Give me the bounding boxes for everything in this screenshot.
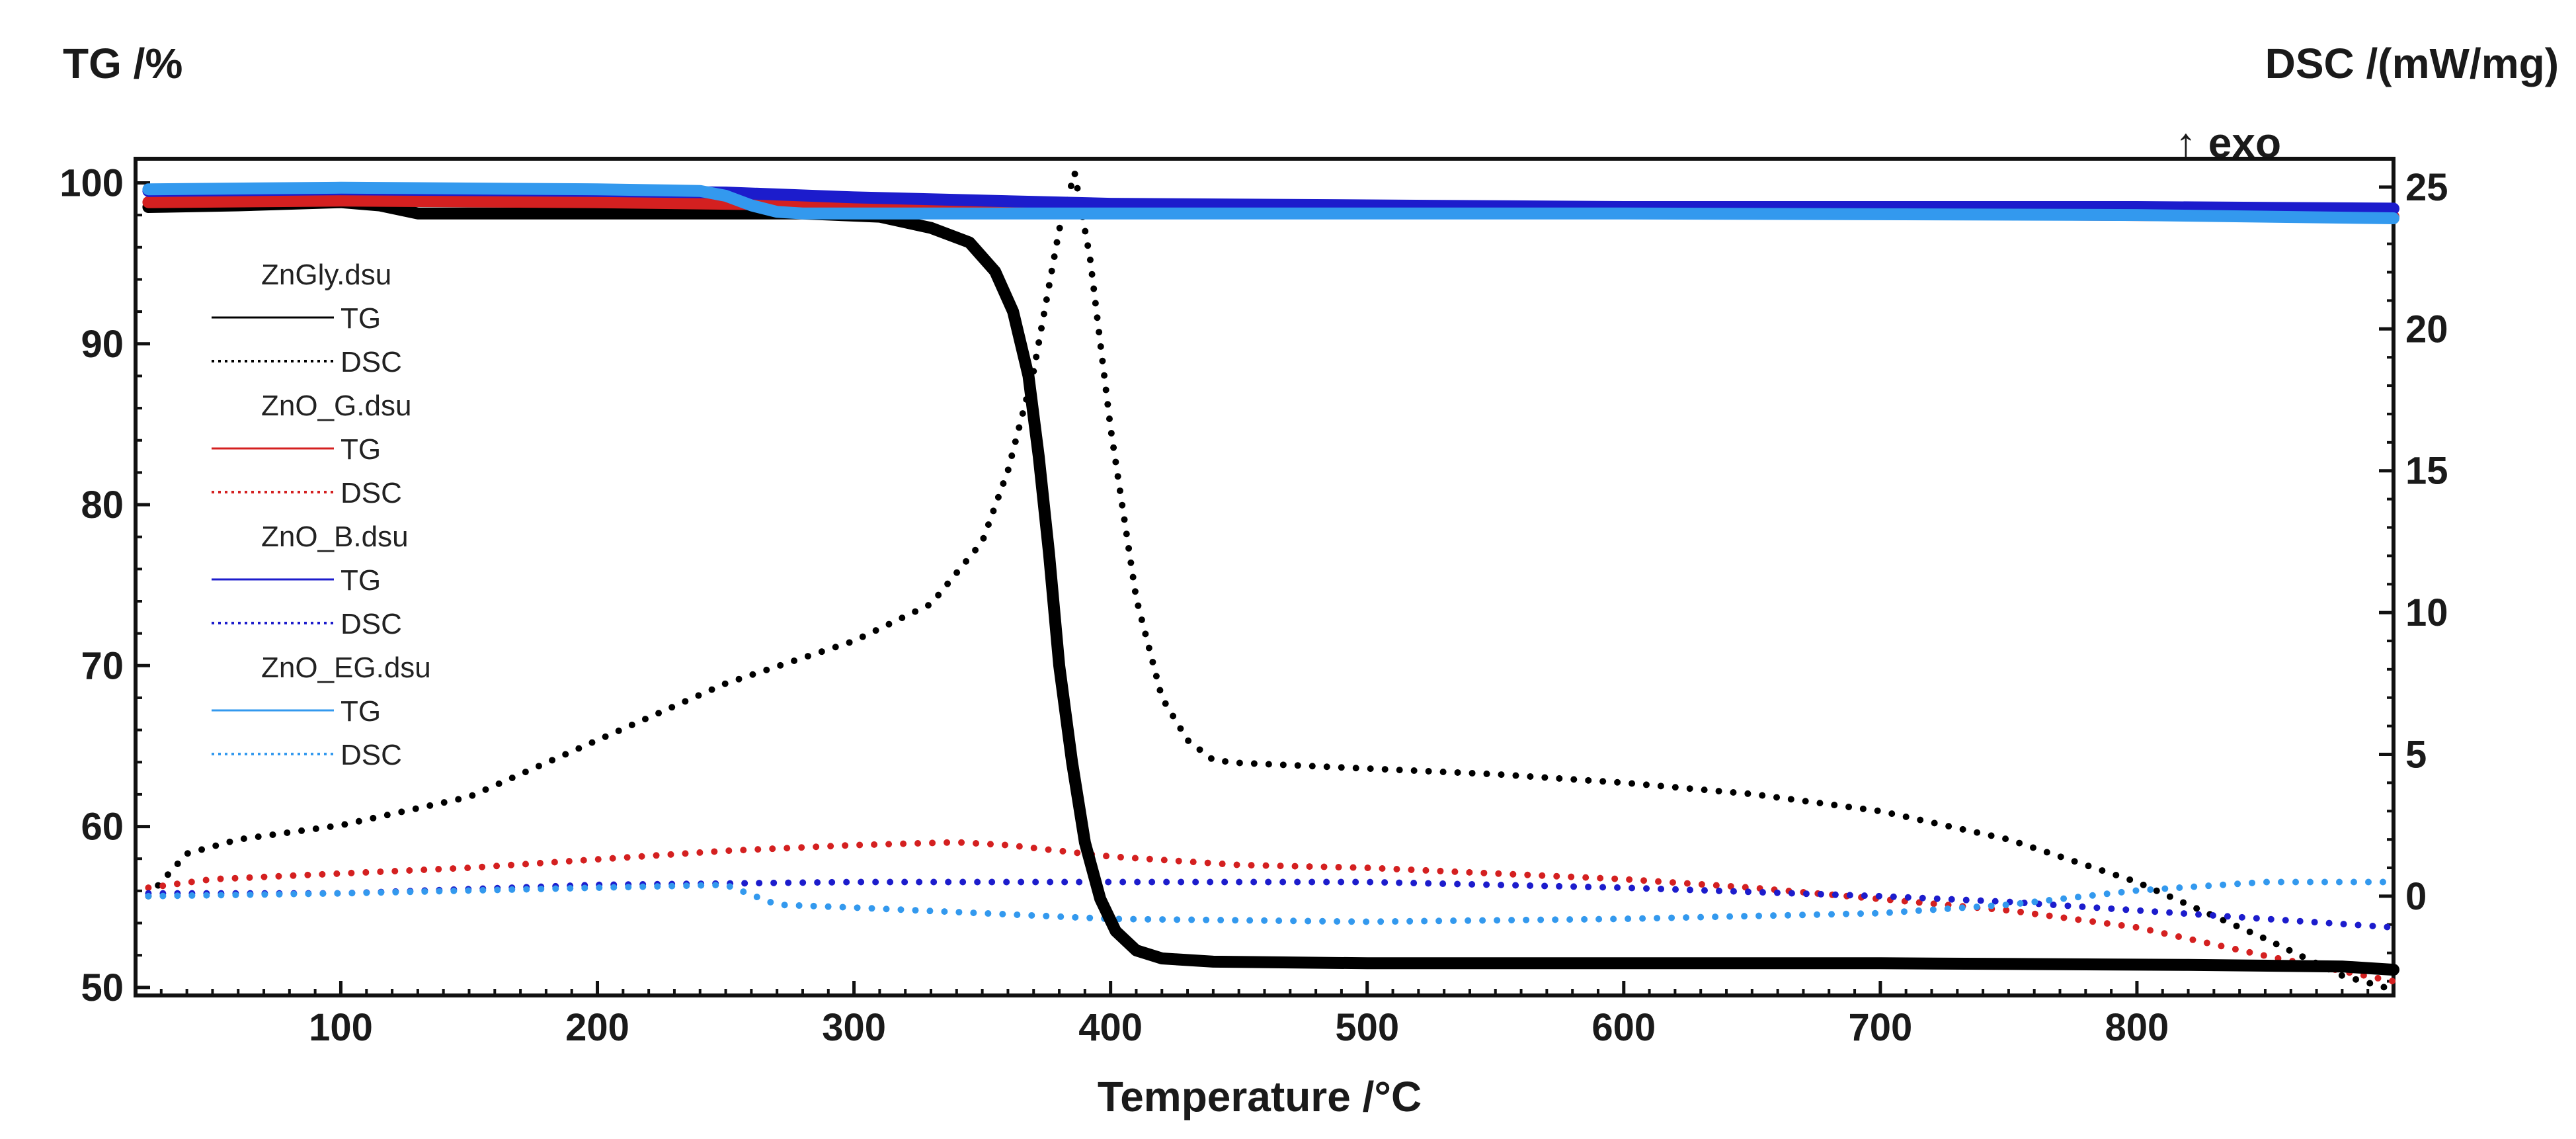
x-tick-label: 200 bbox=[565, 1006, 629, 1049]
dsc-series-group bbox=[145, 172, 2397, 993]
axis-ticks: 100 200 300 400 500 600 700 800 50 60 70 80 90 100 0 5 1… bbox=[60, 161, 2448, 1049]
x-axis-title: Temperature /°C bbox=[1098, 1073, 1422, 1120]
y-right-tick-label: 15 bbox=[2405, 450, 2448, 493]
x-tick-label: 700 bbox=[1848, 1006, 1912, 1049]
right-axis-title: DSC /(mW/mg) bbox=[2265, 40, 2559, 87]
x-tick-label: 600 bbox=[1591, 1006, 1656, 1049]
x-tick-label: 400 bbox=[1078, 1006, 1143, 1049]
y-right-tick-label: 0 bbox=[2405, 875, 2427, 918]
y-right-tick-label: 10 bbox=[2405, 591, 2448, 634]
legend: ZnGly.dsu TG DSC ZnO_G.dsu TG DSC ZnO_B.dsu TG D… bbox=[212, 259, 431, 771]
legend-sample-name: ZnO_G.dsu bbox=[261, 390, 411, 422]
x-tick-label: 500 bbox=[1335, 1006, 1399, 1049]
y-left-tick-label: 60 bbox=[81, 806, 124, 849]
legend-dsc-label: DSC bbox=[341, 739, 402, 771]
tg-series-group bbox=[142, 181, 2399, 976]
dsc-line-zngly bbox=[145, 172, 2397, 993]
x-tick-label: 800 bbox=[2105, 1006, 2169, 1049]
left-axis-title: TG /% bbox=[63, 40, 182, 87]
y-right-tick-label: 20 bbox=[2405, 308, 2448, 351]
x-tick-label: 300 bbox=[822, 1006, 886, 1049]
y-right-tick-label: 25 bbox=[2405, 166, 2448, 209]
y-left-tick-label: 100 bbox=[60, 161, 124, 204]
y-left-tick-label: 80 bbox=[81, 484, 124, 527]
plot-frame bbox=[134, 157, 2395, 997]
legend-tg-label: TG bbox=[341, 564, 381, 597]
legend-tg-label: TG bbox=[341, 695, 381, 728]
legend-dsc-label: DSC bbox=[341, 346, 402, 378]
y-right-tick-label: 5 bbox=[2405, 734, 2427, 777]
legend-dsc-label: DSC bbox=[341, 477, 402, 509]
tg-line-zngly bbox=[142, 196, 2399, 976]
legend-sample-name: ZnO_EG.dsu bbox=[261, 652, 431, 684]
legend-tg-label: TG bbox=[341, 433, 381, 466]
y-left-tick-label: 90 bbox=[81, 323, 124, 366]
x-tick-label: 100 bbox=[309, 1006, 373, 1049]
legend-sample-name: ZnO_B.dsu bbox=[261, 521, 409, 553]
y-left-tick-label: 70 bbox=[81, 644, 124, 687]
legend-dsc-label: DSC bbox=[341, 608, 402, 640]
dsc-line-zno-eg bbox=[145, 878, 2397, 925]
legend-tg-label: TG bbox=[341, 302, 381, 335]
y-left-tick-label: 50 bbox=[81, 966, 124, 1009]
tg-line-zno-eg bbox=[142, 181, 2399, 224]
legend-sample-name: ZnGly.dsu bbox=[261, 259, 391, 291]
